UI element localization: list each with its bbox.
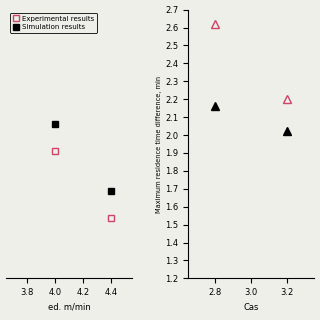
- X-axis label: ed. m/min: ed. m/min: [48, 303, 91, 312]
- X-axis label: Cas: Cas: [243, 303, 259, 312]
- Y-axis label: Maximum residence time difference, min: Maximum residence time difference, min: [156, 76, 163, 212]
- Legend: Experimental results, Simulation results: Experimental results, Simulation results: [10, 13, 97, 33]
